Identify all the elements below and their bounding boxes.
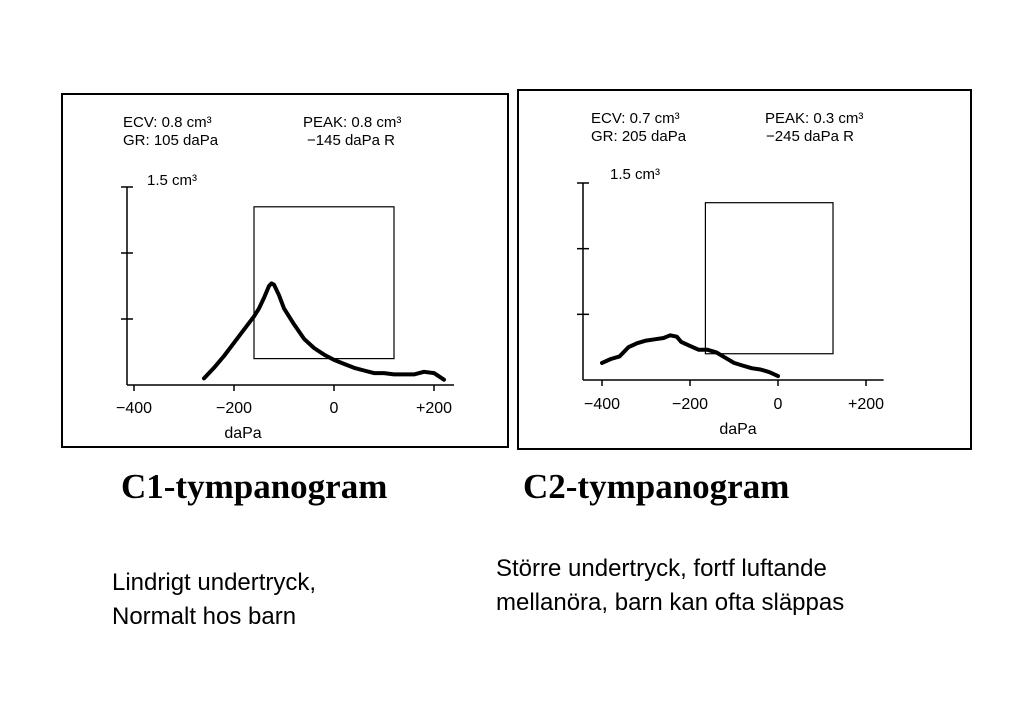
caption-c1: C1-tympanogram (121, 467, 388, 506)
reference-box (704, 202, 834, 355)
tympanogram-chart-c2: ECV: 0.7 cm³ GR: 205 daPa PEAK: 0.3 cm³ … (577, 110, 884, 438)
tympanogram-curve (202, 281, 446, 382)
x-tick-label: −400 (116, 400, 152, 417)
note-left: Lindrigt undertryck, Normalt hos barn (112, 566, 316, 634)
note-right: Större undertryck, fortf luftande mellan… (496, 552, 844, 620)
y-top-label: 1.5 cm³ (147, 172, 197, 189)
reference-box (253, 206, 395, 360)
x-tick-label: +200 (848, 396, 884, 413)
peak-label: PEAK: 0.8 cm³ (303, 114, 401, 131)
tympanogram-curve (600, 333, 780, 379)
y-top-label: 1.5 cm³ (610, 166, 660, 183)
x-tick-label: +200 (416, 400, 452, 417)
note-left-line-1: Lindrigt undertryck, (112, 569, 317, 596)
note-right-line-1: Större undertryck, fortf luftande (496, 555, 827, 582)
ecv-label: ECV: 0.8 cm³ (123, 114, 212, 131)
tympanogram-chart-c1: ECV: 0.8 cm³ GR: 105 daPa PEAK: 0.8 cm³ … (116, 114, 454, 442)
peak-pressure-label: −145 daPa R (307, 132, 395, 149)
note-right-line-2: mellanöra, barn kan ofta släppas (496, 589, 845, 616)
x-tick-label: 0 (330, 400, 339, 417)
x-axis-label: daPa (224, 425, 261, 442)
gr-label: GR: 105 daPa (123, 132, 219, 149)
tympanogram-panel-c2: ECV: 0.7 cm³ GR: 205 daPa PEAK: 0.3 cm³ … (517, 89, 972, 450)
x-tick-label: −400 (584, 396, 620, 413)
x-axis-label: daPa (719, 421, 756, 438)
ecv-label: ECV: 0.7 cm³ (591, 110, 680, 127)
x-tick-label: 0 (774, 396, 783, 413)
note-left-line-2: Normalt hos barn (112, 603, 297, 630)
x-tick-label: −200 (216, 400, 252, 417)
tympanogram-panel-c1: ECV: 0.8 cm³ GR: 105 daPa PEAK: 0.8 cm³ … (61, 93, 509, 448)
x-tick-label: −200 (672, 396, 708, 413)
peak-pressure-label: −245 daPa R (766, 128, 854, 145)
gr-label: GR: 205 daPa (591, 128, 687, 145)
peak-label: PEAK: 0.3 cm³ (765, 110, 863, 127)
caption-c2: C2-tympanogram (523, 467, 790, 506)
